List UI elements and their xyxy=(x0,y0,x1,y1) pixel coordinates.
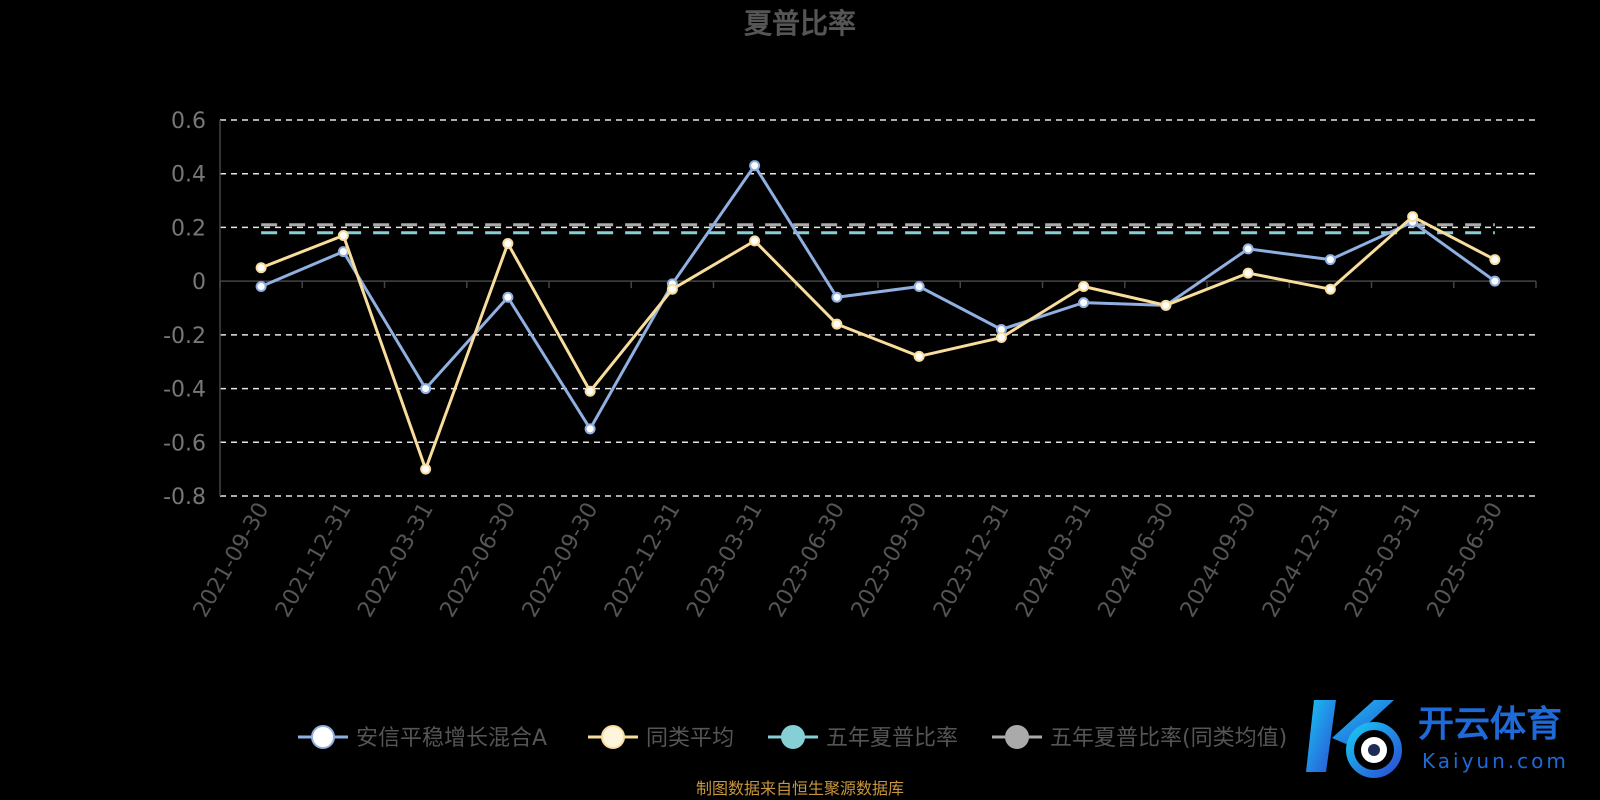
legend-label: 五年夏普比率(同类均值) xyxy=(1050,726,1287,751)
y-tick-label: -0.8 xyxy=(163,485,206,510)
x-tick-label: 2021-09-30 xyxy=(189,499,275,622)
legend-item[interactable]: 五年夏普比率(同类均值) xyxy=(992,725,1287,751)
data-point xyxy=(255,262,267,274)
watermark-k-icon xyxy=(1306,700,1402,778)
x-tick-label: 2024-12-31 xyxy=(1258,499,1344,622)
data-point xyxy=(1242,243,1254,255)
legend-item[interactable]: 同类平均 xyxy=(588,725,734,751)
y-axis-ticks: 0.6 0.4 0.2 0 -0.2 -0.4 -0.6 -0.8 xyxy=(163,109,206,510)
y-tick-label: -0.2 xyxy=(163,324,206,349)
y-tick-label: 0.4 xyxy=(171,163,206,188)
axes xyxy=(219,120,1537,496)
legend-swatch-dot xyxy=(781,725,805,749)
data-point xyxy=(749,160,761,172)
data-point xyxy=(831,291,843,303)
legend-label: 五年夏普比率 xyxy=(826,726,958,751)
data-point xyxy=(831,318,843,330)
x-tick-label: 2023-12-31 xyxy=(929,499,1015,622)
data-point xyxy=(1242,267,1254,279)
data-point xyxy=(1078,297,1090,309)
data-point xyxy=(255,281,267,293)
data-source-note: 制图数据来自恒生聚源数据库 xyxy=(696,779,904,798)
y-tick-label: 0 xyxy=(192,270,206,295)
series-line-0 xyxy=(260,164,1496,431)
legend-item[interactable]: 安信平稳增长混合A xyxy=(298,725,547,751)
series-line-1 xyxy=(260,215,1496,471)
data-point xyxy=(502,291,514,303)
data-point xyxy=(1324,254,1336,266)
data-point xyxy=(749,235,761,247)
data-point xyxy=(1489,254,1501,266)
data-point xyxy=(1324,283,1336,295)
data-point xyxy=(666,283,678,295)
x-axis-ticks: 2021-09-302021-12-312022-03-312022-06-30… xyxy=(189,499,1508,622)
legend-label: 安信平稳增长混合A xyxy=(356,726,547,751)
x-tick-label: 2023-09-30 xyxy=(847,499,933,622)
watermark-en: Kaiyun.com xyxy=(1422,749,1569,773)
x-tick-label: 2023-06-30 xyxy=(764,499,850,622)
x-tick-label: 2022-09-30 xyxy=(518,499,604,622)
data-point xyxy=(584,423,596,435)
y-tick-label: -0.6 xyxy=(163,431,206,456)
y-tick-label: 0.2 xyxy=(171,216,206,241)
series-layer xyxy=(255,160,1501,475)
y-tick-label: 0.6 xyxy=(171,109,206,134)
data-point xyxy=(913,281,925,293)
y-tick-label: -0.4 xyxy=(163,378,206,403)
data-point xyxy=(1489,275,1501,287)
data-point xyxy=(1407,211,1419,223)
data-point xyxy=(420,463,432,475)
x-tick-label: 2024-06-30 xyxy=(1093,499,1179,622)
x-tick-label: 2025-06-30 xyxy=(1422,499,1508,622)
x-tick-label: 2022-06-30 xyxy=(435,499,521,622)
data-point xyxy=(913,350,925,362)
data-point xyxy=(584,385,596,397)
data-point xyxy=(502,238,514,250)
legend-label: 同类平均 xyxy=(646,726,734,751)
data-point xyxy=(995,332,1007,344)
data-point xyxy=(1078,281,1090,293)
x-tick-label: 2024-03-31 xyxy=(1011,499,1097,622)
x-tick-label: 2022-03-31 xyxy=(353,499,439,622)
legend-swatch-dot xyxy=(1005,725,1029,749)
x-tick-label: 2023-03-31 xyxy=(682,499,768,622)
grid-lines xyxy=(220,119,1536,497)
data-point xyxy=(420,383,432,395)
data-point xyxy=(1160,299,1172,311)
x-tick-label: 2021-12-31 xyxy=(271,499,357,622)
chart-title: 夏普比率 xyxy=(744,7,856,40)
legend[interactable]: 安信平稳增长混合A 同类平均 五年夏普比率 五年夏普比率(同类均值) xyxy=(298,725,1287,751)
legend-item[interactable]: 五年夏普比率 xyxy=(768,725,958,751)
legend-swatch-dot xyxy=(311,725,335,749)
x-tick-label: 2024-09-30 xyxy=(1176,499,1262,622)
watermark-cn: 开云体育 xyxy=(1418,704,1562,745)
data-point xyxy=(337,229,349,241)
x-tick-label: 2022-12-31 xyxy=(600,499,686,622)
x-tick-label: 2025-03-31 xyxy=(1340,499,1426,622)
watermark-logo: 开云体育 Kaiyun.com xyxy=(1306,700,1569,778)
legend-swatch-dot xyxy=(601,725,625,749)
